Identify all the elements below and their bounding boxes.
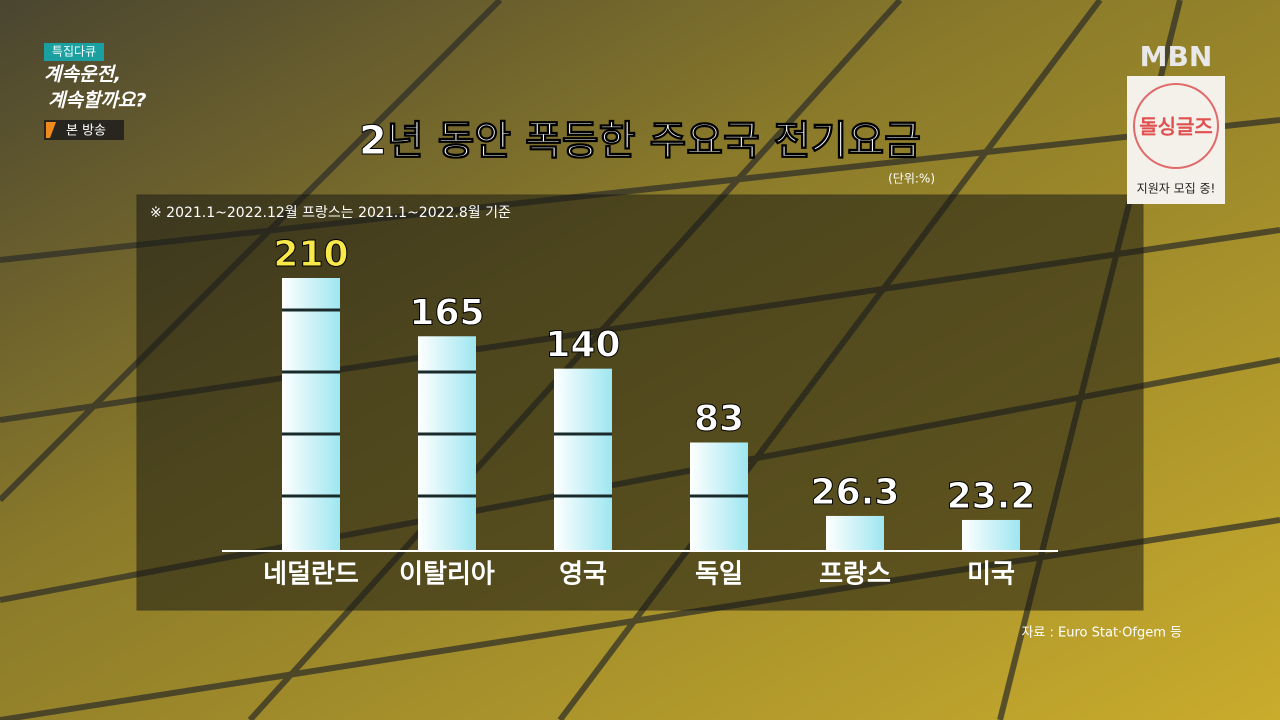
category-label: 프랑스 <box>819 560 891 590</box>
category-label: 영국 <box>559 560 607 590</box>
program-title: 계속운전, <box>44 64 121 86</box>
value-label: 140 <box>545 325 620 366</box>
bar <box>418 336 476 550</box>
bar <box>554 368 612 550</box>
note: ※ 2021.1~2022.12월 프랑스는 2021.1~2022.8월 기준 <box>150 205 511 221</box>
value-label: 210 <box>273 234 348 275</box>
value-label: 83 <box>694 398 744 439</box>
broadcast: 본 방송 <box>66 124 106 139</box>
promo-text: 지원자 모집 중! <box>1137 182 1216 196</box>
category-label: 이탈리아 <box>399 560 495 590</box>
program-tag-bg <box>44 43 104 61</box>
bar <box>282 278 340 550</box>
category-label: 독일 <box>695 560 743 590</box>
bar <box>962 519 1020 550</box>
category-label: 미국 <box>967 560 1015 590</box>
bar <box>826 515 884 550</box>
promo-box <box>1127 76 1225 204</box>
broadcast-bg <box>44 120 124 140</box>
value-label: 26.3 <box>811 472 900 513</box>
unit: (단위:%) <box>888 172 935 186</box>
promo-title: 돌싱글즈 <box>1139 115 1213 139</box>
category-label: 네덜란드 <box>263 560 359 590</box>
program-title: 계속할까요? <box>48 90 146 112</box>
value-label: 165 <box>409 292 484 333</box>
value-label: 23.2 <box>947 476 1036 517</box>
program-tag: 특집다큐 <box>52 45 96 59</box>
channel-logo: MBN <box>1140 40 1213 73</box>
chart-title: 2년 동안 폭등한 주요국 전기요금 <box>359 118 921 164</box>
promo-stamp <box>1133 83 1219 169</box>
broadcast-icon <box>46 122 56 138</box>
source: 자료 : Euro Stat·Ofgem 등 <box>1021 626 1182 641</box>
